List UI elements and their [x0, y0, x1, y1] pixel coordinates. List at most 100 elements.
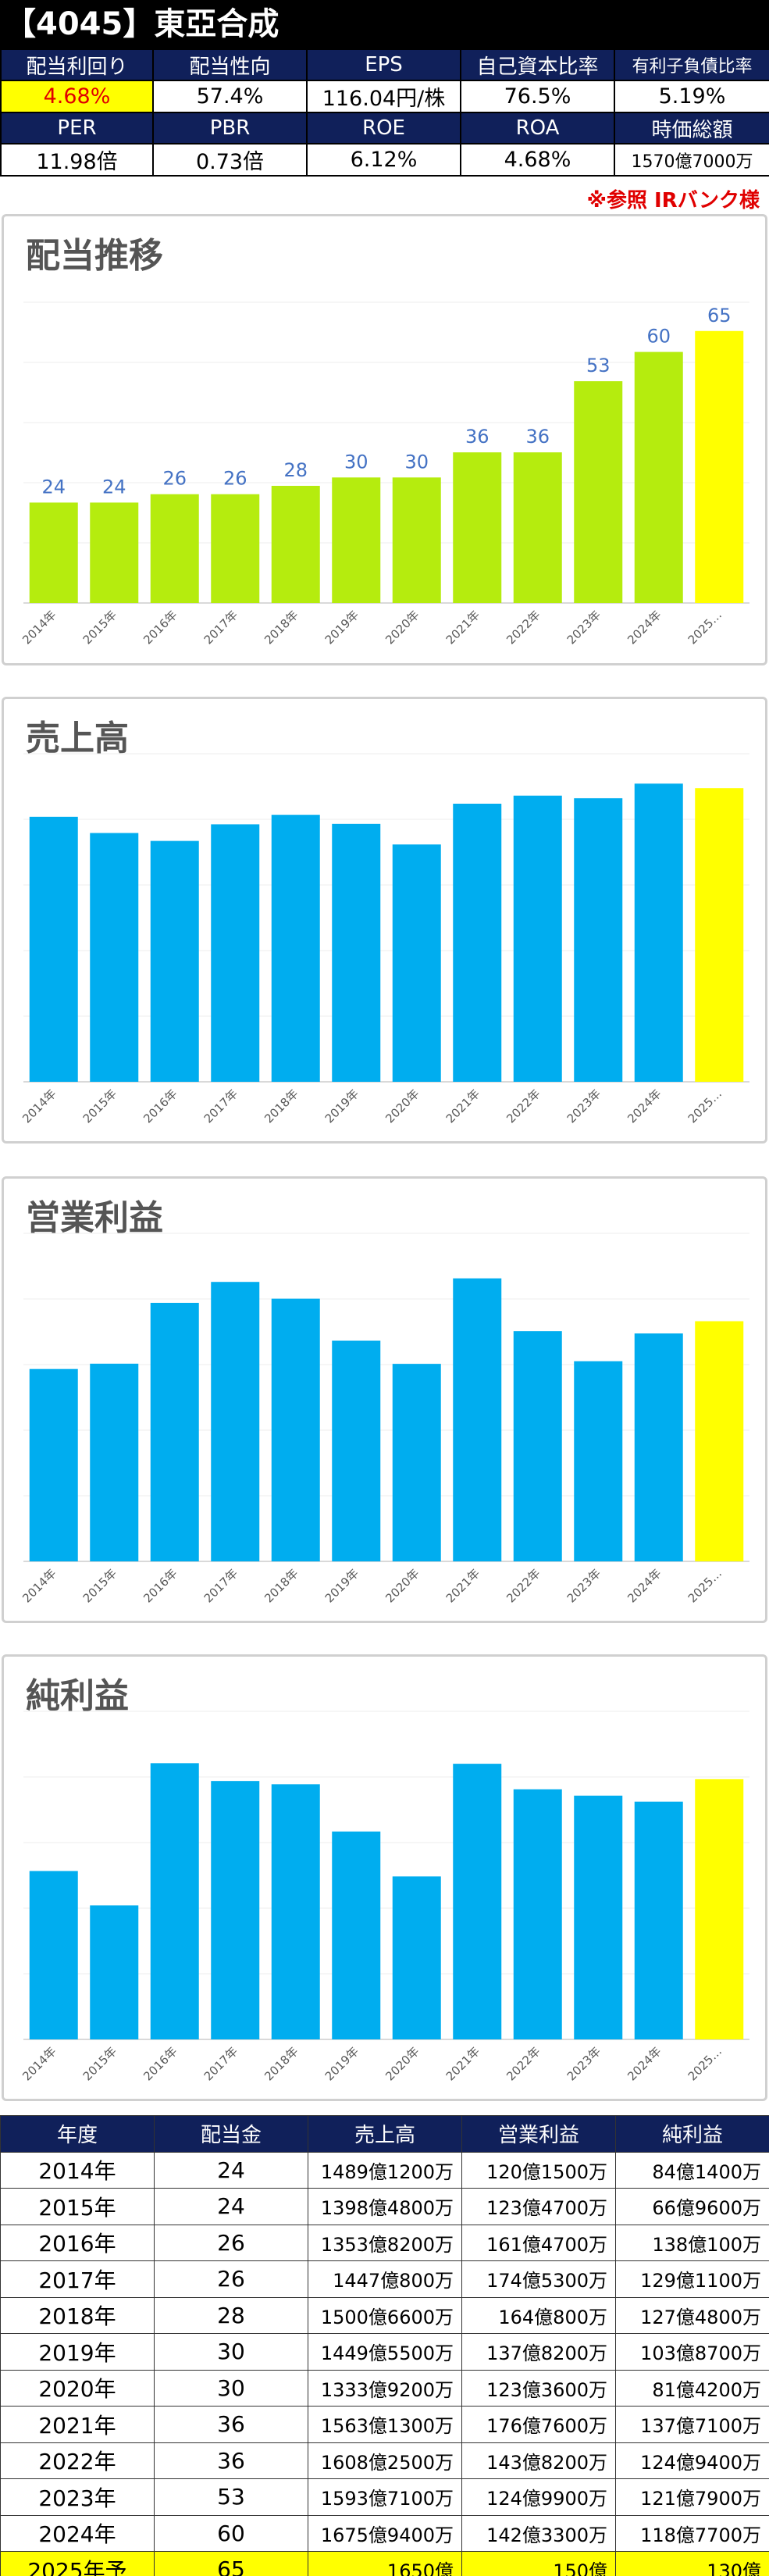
net-income-chart: 純利益 2014年 2015年 2016年 2017年 2018年 2019年 2020年 2… — [2, 1654, 767, 2101]
operating-profit-chart: 営業利益 2014年 2015年 2016年 2017年 2018年 2019年 2020年… — [2, 1176, 767, 1623]
net-income-chart-plot: 2014年 2015年 2016年 2017年 2018年 2019年 2020年 2021年… — [20, 1711, 749, 2083]
metric-label-dividend-yield: 配当利回り — [0, 48, 154, 81]
x-tick-label: 2024年 — [625, 608, 664, 647]
table-cell: 24 — [154, 2188, 308, 2225]
bar-2017年 — [211, 494, 260, 603]
bar-2014年 — [29, 816, 78, 1082]
table-cell: 1593億7100万 — [308, 2478, 462, 2516]
metrics-value-row-2: 11.98倍 0.73倍 6.12% 4.68% 1570億7000万 — [0, 143, 769, 177]
metric-value-dividend-yield: 4.68% — [0, 80, 154, 113]
x-tick-label: 2019年 — [322, 608, 361, 647]
bar-2022年 — [513, 452, 562, 603]
metric-label-market-cap: 時価総額 — [614, 112, 769, 144]
data-label: 28 — [283, 459, 308, 481]
metric-label-per: PER — [0, 112, 154, 144]
table-cell: 26 — [154, 2224, 308, 2261]
table-cell: 124億9400万 — [615, 2442, 769, 2479]
table-cell: 2025年予 — [0, 2551, 155, 2576]
data-label: 65 — [707, 305, 732, 326]
table-cell: 1333億9200万 — [308, 2369, 462, 2407]
bar-2020年 — [392, 1876, 441, 2039]
table-row: 2014年 24 1489億1200万 120億1500万 84億1400万 — [0, 2151, 769, 2189]
table-cell: 1353億8200万 — [308, 2224, 462, 2261]
table-cell: 123億4700万 — [461, 2188, 616, 2225]
metrics-header-row-1: 配当利回り 配当性向 EPS 自己資本比率 有利子負債比率 — [0, 48, 769, 81]
metric-label-equity-ratio: 自己資本比率 — [460, 48, 615, 81]
metric-label-roe: ROE — [306, 112, 461, 144]
table-cell: 124億9900万 — [461, 2478, 616, 2516]
bar-2016年 — [150, 1302, 199, 1561]
x-tick-label: 2020年 — [383, 608, 422, 647]
bar-2015年 — [90, 833, 139, 1082]
table-cell: 142億3300万 — [461, 2514, 616, 2552]
bar-2023年 — [574, 381, 623, 603]
table-cell: 1489億1200万 — [308, 2151, 462, 2189]
table-cell: 120億1500万 — [461, 2151, 616, 2189]
x-tick-label: 2018年 — [262, 1566, 301, 1605]
bar-2018年 — [271, 815, 320, 1082]
metric-label-roa: ROA — [460, 112, 615, 144]
table-cell: 130億 — [615, 2551, 769, 2576]
x-tick-label: 2024年 — [625, 2044, 664, 2083]
bar-2019年 — [332, 1340, 381, 1561]
x-tick-label: 2024年 — [625, 1566, 664, 1605]
bar-2017年 — [211, 1282, 260, 1561]
column-header: 売上高 — [308, 2115, 462, 2153]
table-cell: 137億7100万 — [615, 2406, 769, 2443]
table-cell: 164億800万 — [461, 2296, 616, 2334]
table-cell: 60 — [154, 2514, 308, 2552]
bar-2025… — [695, 330, 744, 603]
table-row: 2016年 26 1353億8200万 161億4700万 138億100万 — [0, 2224, 769, 2261]
table-cell: 2020年 — [0, 2369, 155, 2407]
bar-2015年 — [90, 1905, 139, 2039]
metrics-table: 配当利回り 配当性向 EPS 自己資本比率 有利子負債比率 4.68% 57.4… — [0, 48, 769, 177]
table-row: 2019年 30 1449億5500万 137億8200万 103億8700万 — [0, 2333, 769, 2371]
table-cell: 2024年 — [0, 2514, 155, 2552]
table-cell: 121億7900万 — [615, 2478, 769, 2516]
bar-2022年 — [513, 1789, 562, 2039]
data-label: 36 — [525, 426, 550, 448]
metric-value-roa: 4.68% — [460, 143, 615, 177]
revenue-chart-title: 売上高 — [26, 719, 129, 758]
bar-2017年 — [211, 1781, 260, 2039]
bar-2022年 — [513, 795, 562, 1082]
bar-2020年 — [392, 844, 441, 1082]
x-tick-label: 2014年 — [20, 608, 59, 647]
table-row: 2024年 60 1675億9400万 142億3300万 118億7700万 — [0, 2514, 769, 2552]
bar-2015年 — [90, 1363, 139, 1561]
table-cell: 2022年 — [0, 2442, 155, 2479]
data-label: 24 — [102, 476, 126, 498]
bar-2015年 — [90, 502, 139, 603]
bar-2021年 — [453, 1278, 502, 1561]
table-cell: 1608億2500万 — [308, 2442, 462, 2479]
column-header: 配当金 — [154, 2115, 308, 2153]
x-tick-label: 2022年 — [504, 608, 543, 647]
operating-profit-chart-title: 営業利益 — [26, 1198, 163, 1238]
bar-2019年 — [332, 1831, 381, 2039]
x-tick-label: 2017年 — [201, 608, 240, 647]
metric-label-payout-ratio: 配当性向 — [152, 48, 308, 81]
data-label: 26 — [162, 468, 187, 490]
bar-2021年 — [453, 452, 502, 603]
x-tick-label: 2017年 — [201, 2044, 240, 2083]
x-tick-label: 2020年 — [383, 1566, 422, 1605]
x-tick-label: 2015年 — [80, 2044, 119, 2083]
metric-value-pbr: 0.73倍 — [152, 143, 308, 177]
bar-2020年 — [392, 1364, 441, 1561]
bar-2018年 — [271, 1784, 320, 2039]
bar-2017年 — [211, 824, 260, 1082]
x-tick-label: 2025… — [685, 2044, 724, 2083]
x-tick-label: 2023年 — [564, 1566, 603, 1605]
dividend-chart: 配当推移 24 2014年 24 2015年 26 2016年 26 2017年 28 2018年… — [2, 214, 767, 665]
x-tick-label: 2019年 — [322, 1086, 361, 1126]
x-tick-label: 2024年 — [625, 1086, 664, 1126]
bar-2016年 — [150, 840, 199, 1082]
table-cell: 2016年 — [0, 2224, 155, 2261]
table-cell: 137億8200万 — [461, 2333, 616, 2371]
data-label: 36 — [465, 426, 490, 448]
column-header: 純利益 — [615, 2115, 769, 2153]
bar-2014年 — [29, 1871, 78, 2039]
table-row: 2020年 30 1333億9200万 123億3600万 81億4200万 — [0, 2369, 769, 2407]
data-label: 26 — [223, 468, 247, 490]
page-title: 【4045】東亞合成 — [0, 0, 769, 48]
